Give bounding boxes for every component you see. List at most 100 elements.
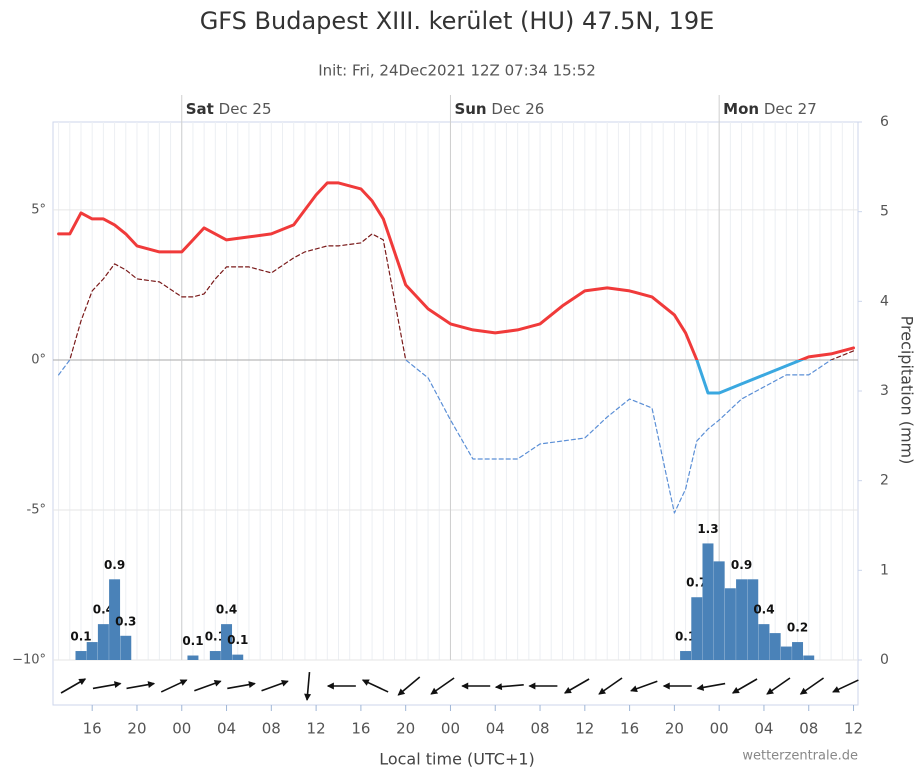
- arrow-head: [494, 683, 503, 691]
- day-date: Dec 27: [764, 100, 817, 118]
- x-tick-label: 00: [441, 720, 460, 738]
- credit: wetterzentrale.de: [742, 749, 858, 764]
- wind-arrow: [766, 677, 791, 695]
- wind-arrow: [832, 679, 859, 693]
- precip-bar: [691, 597, 703, 660]
- wind-arrow: [528, 682, 558, 690]
- arrow-head: [630, 685, 638, 693]
- wind-arrow: [461, 682, 491, 690]
- arrow-head: [213, 679, 222, 687]
- x-tick-label: 20: [127, 720, 146, 738]
- x-tick-label: 00: [172, 720, 191, 738]
- precip-bar: [724, 588, 736, 660]
- wind-arrow: [430, 677, 455, 695]
- data-label: 0.4: [216, 603, 237, 617]
- data-label: 0.7: [686, 576, 707, 590]
- wind-arrow: [126, 681, 156, 690]
- x-tick-label: 08: [530, 720, 549, 738]
- arrow-head: [147, 681, 156, 689]
- day-label: Sun Dec 26: [454, 100, 544, 118]
- wind-arrow: [696, 682, 726, 691]
- y2-tick-label: 5: [880, 204, 889, 220]
- wind-arrow: [598, 677, 623, 695]
- wind-arrow: [630, 680, 658, 693]
- precip-bar: [702, 543, 714, 660]
- data-label: 1.3: [697, 522, 718, 536]
- wind-arrow: [60, 678, 87, 694]
- y2-tick-label: 1: [880, 562, 889, 578]
- data-label: 0.3: [115, 614, 136, 628]
- data-label: 0.1: [675, 630, 696, 644]
- precip-bar: [680, 651, 692, 660]
- day-label: Mon Dec 27: [723, 100, 817, 118]
- y2-tick-label: 0: [880, 652, 889, 668]
- day-name: Sun: [454, 100, 486, 118]
- precip-bar: [75, 651, 87, 660]
- arrow-head: [326, 682, 334, 690]
- arrow-head: [563, 686, 572, 694]
- x-tick-label: 16: [83, 720, 102, 738]
- dewpoint-line: [58, 233, 855, 514]
- x-tick-label: 04: [217, 720, 236, 738]
- day-date: Dec 25: [219, 100, 272, 118]
- chart-title: GFS Budapest XIII. kerület (HU) 47.5N, 1…: [200, 7, 715, 35]
- wind-arrow: [304, 671, 312, 701]
- y-tick-label: -5°: [27, 502, 46, 517]
- data-label: 0.9: [104, 558, 125, 572]
- precip-bar: [232, 654, 244, 660]
- x-tick-label: 20: [396, 720, 415, 738]
- data-label: 0.1: [182, 634, 203, 648]
- precip-bar: [187, 655, 199, 660]
- wind-arrow: [494, 683, 524, 691]
- y2-tick-label: 4: [880, 293, 889, 309]
- x-tick-label: 16: [620, 720, 639, 738]
- arrow-head: [361, 679, 370, 686]
- wind-arrow: [92, 681, 122, 690]
- precip-bar: [758, 624, 770, 660]
- arrow-head: [766, 687, 774, 695]
- arrow-head: [832, 686, 840, 693]
- day-name: Mon: [723, 100, 759, 118]
- x-axis-title: Local time (UTC+1): [379, 750, 535, 768]
- x-tick-label: 12: [844, 720, 863, 738]
- precip-bar: [792, 642, 804, 660]
- precip-bar: [97, 624, 109, 660]
- arrow-head: [397, 688, 406, 696]
- precip-bar: [109, 579, 121, 660]
- precip-bar: [769, 633, 781, 660]
- arrow-head: [731, 686, 740, 694]
- wind-arrow: [563, 678, 590, 694]
- data-label: 0.1: [227, 633, 248, 647]
- arrow-head: [281, 679, 289, 687]
- wind-arrow: [361, 679, 389, 693]
- wind-arrow: [261, 679, 289, 692]
- wind-arrow: [227, 681, 256, 690]
- wind-arrow: [731, 678, 758, 694]
- wind-arrow: [799, 677, 825, 695]
- arrow-head: [248, 681, 256, 689]
- day-name: Sat: [186, 100, 214, 118]
- data-label: 0.4: [753, 603, 774, 617]
- temperature-line: [57, 181, 855, 395]
- arrow-head: [528, 682, 536, 690]
- x-tick-label: 04: [754, 720, 773, 738]
- arrow-head: [461, 682, 469, 690]
- wind-arrow: [397, 676, 421, 696]
- y-tick-label: 5°: [31, 202, 46, 217]
- wind-arrow: [160, 679, 188, 693]
- precip-bar: [221, 624, 233, 660]
- y2-tick-label: 2: [880, 473, 889, 489]
- day-label: Sat Dec 25: [186, 100, 272, 118]
- data-label: 0.9: [731, 558, 752, 572]
- arrow-head: [799, 687, 808, 695]
- data-label: 0.1: [205, 630, 226, 644]
- precip-bar: [780, 646, 792, 660]
- x-tick-label: 08: [262, 720, 281, 738]
- data-label: 0.2: [787, 621, 808, 635]
- precip-bar: [803, 655, 815, 660]
- y2-tick-label: 6: [880, 114, 889, 130]
- arrow-head: [304, 693, 312, 701]
- x-tick-label: 08: [799, 720, 818, 738]
- y-tick-label: 0°: [31, 352, 46, 367]
